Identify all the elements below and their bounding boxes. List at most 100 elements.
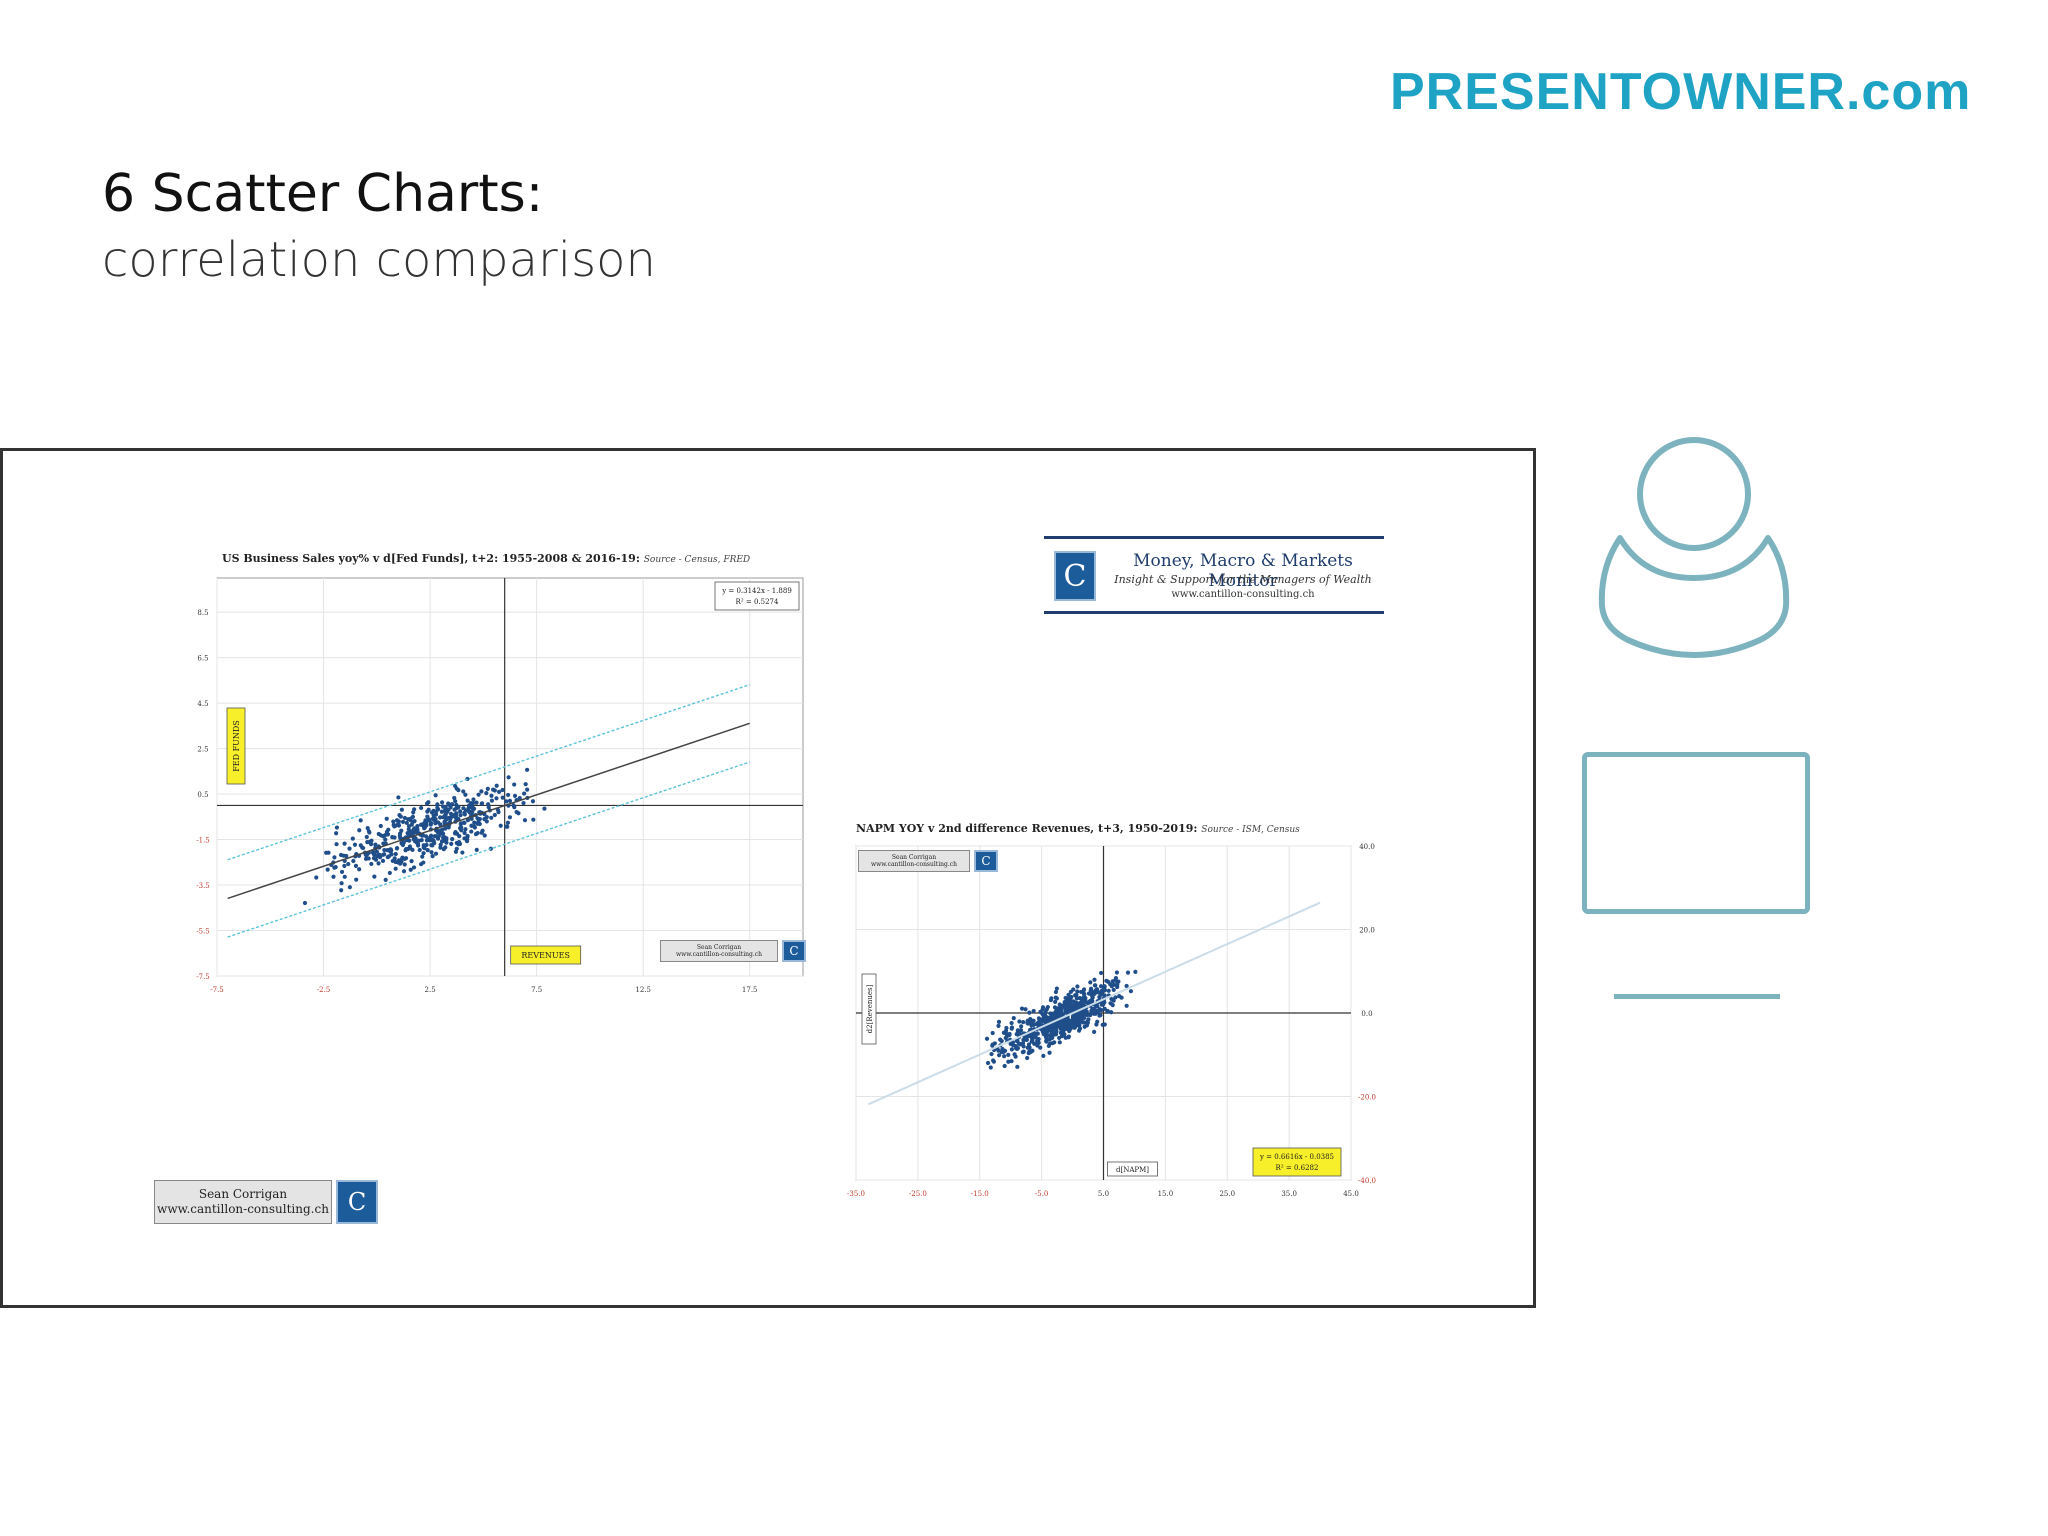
chart1-y-tick-label: 8.5 [197,609,208,617]
chart1-point [339,888,344,893]
chart1-point [332,855,337,860]
chart1-x-tick-label: 7.5 [531,986,542,994]
chart2-point [1100,1022,1105,1027]
chart1-point [522,791,527,796]
chart2-point [1015,1038,1020,1043]
chart1-point [424,842,429,847]
chart1-point [406,827,411,832]
chart1-y-tick-label: 6.5 [197,655,208,663]
chart1-point [404,820,409,825]
chart1-x-tick-label: -2.5 [317,986,331,994]
chart1-point [506,775,511,780]
chart2-point [1067,1028,1072,1033]
chart2-equation: y = 0.6616x - 0.0385 [1259,1153,1334,1161]
chart1-point [416,838,421,843]
chart1-point [471,797,476,802]
chart1-point [476,819,481,825]
chart2-point [1063,995,1068,1001]
chart1-point [496,789,502,794]
chart2-point [1035,1043,1040,1048]
chart2-point [1074,992,1079,998]
chart1-point [372,874,377,879]
chart1-point [368,842,374,847]
chart1-point [418,862,424,867]
chart2-point [1111,987,1116,993]
chart2-point [989,1051,994,1057]
chart1-y-tick-label: -7.5 [196,973,210,981]
chart1-point [491,787,496,792]
chart1-point [412,807,417,812]
chart1-point [511,803,516,808]
chart2-signature-logo-icon: C [974,850,998,872]
chart2-point [1099,970,1104,976]
chart2-point [1076,1028,1082,1033]
chart1-point [521,800,526,806]
chart1-point [469,829,474,834]
chart2-x-tick-label: 15.0 [1158,1190,1174,1198]
chart2-point [1058,1030,1063,1035]
chart2-point [1088,980,1093,985]
chart2-point [1114,970,1120,975]
chart1-point [484,819,489,824]
chart2-x-tick-label: -15.0 [971,1190,989,1198]
chart1-point [474,847,479,852]
chart2-point [1043,1009,1048,1014]
chart2-point [1092,991,1097,996]
chart2-point [1111,998,1116,1003]
chart1-point [444,836,449,841]
chart1-xlabel-box [510,945,582,965]
slide-subtitle: correlation comparison [102,232,656,288]
chart1-point [338,852,344,858]
chart2-point [1050,1014,1055,1019]
chart1-point [453,799,458,804]
chart1-x-tick-label: 12.5 [635,986,651,994]
chart1-confidence-band [227,684,750,861]
chart1-point [354,877,359,882]
chart1-point [363,852,368,857]
chart1-y-tick-label: -3.5 [196,882,210,890]
chart1-point [412,827,417,832]
chart1-point [406,817,411,822]
chart2-point [1095,1009,1101,1015]
chart1-point [454,786,459,791]
chart2-y-tick-label: 20.0 [1359,927,1375,935]
chart1-point [463,827,468,832]
chart2-point [1047,1050,1052,1055]
chart2-xlabel: d[NAPM] [1116,1166,1149,1174]
brand-logo[interactable]: PRESENTOWNER.com [1390,63,1972,121]
chart1-point [400,840,405,845]
chart2-point [1084,1009,1089,1014]
chart2-point [1016,1041,1022,1046]
chart1-point [428,820,434,826]
chart1-point [365,840,370,845]
chart2-point [1054,996,1060,1001]
chart1-point [342,841,347,846]
chart1-point [542,806,547,811]
chart1-point [426,807,431,812]
chart1-point [452,807,457,812]
chart1-point [504,824,509,829]
chart2-point [1038,1045,1043,1050]
chart1-point [411,865,417,870]
chart2-point [1032,1041,1037,1046]
chart1-point [425,814,430,819]
chart2-point [984,1036,990,1041]
chart2-point [1027,1010,1032,1015]
chart2-x-tick-label: 5.0 [1098,1190,1109,1198]
chart2-point [1109,1010,1114,1015]
chart2-point [1006,1059,1011,1064]
chart1-ylabel: FED FUNDS [232,720,241,772]
chart1-point [462,810,467,816]
chart1-point [462,830,467,836]
chart1-point [419,805,424,811]
chart2-point [1081,1012,1087,1017]
signature-url: www.cantillon-consulting.ch [157,1202,329,1216]
chart1-point [498,823,503,828]
chart2-point [1071,1003,1077,1008]
chart1-point [422,821,427,826]
chart2-point [1027,1049,1032,1054]
chart2-point [985,1060,991,1066]
chart1-point [387,870,392,876]
chart2-point [1064,1021,1069,1027]
chart2-point [1066,1004,1072,1009]
